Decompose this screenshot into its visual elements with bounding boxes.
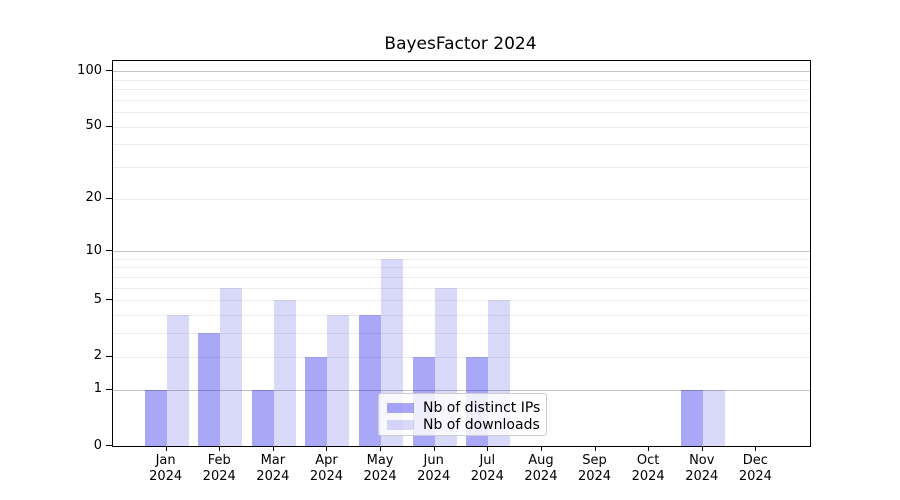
y-tick-label: 50	[85, 118, 102, 134]
gridline-minor	[113, 277, 810, 279]
gridline-minor	[113, 79, 810, 81]
bar-distinct-ips	[305, 356, 328, 446]
x-tick-label: Jul 2024	[470, 453, 504, 484]
legend-row: Nb of downloads	[387, 416, 540, 433]
x-tick-label: Sep 2024	[577, 453, 612, 484]
chart-title: BayesFactor 2024	[384, 34, 537, 54]
bar-downloads	[702, 389, 725, 446]
bar-distinct-ips	[198, 333, 221, 446]
bar-downloads	[327, 315, 350, 446]
gridline-minor	[113, 126, 810, 128]
x-tick-mark	[433, 446, 435, 451]
bar-distinct-ips	[359, 315, 382, 446]
y-tick-label: 0	[93, 437, 102, 453]
gridline-minor	[113, 144, 810, 146]
x-tick-mark	[165, 446, 167, 451]
x-tick-label: Apr 2024	[309, 453, 343, 484]
x-tick-mark	[594, 446, 596, 451]
gridline-minor	[113, 112, 810, 114]
y-tick-mark	[106, 125, 112, 127]
y-tick-mark	[106, 355, 112, 357]
legend: Nb of distinct IPs Nb of downloads	[378, 393, 547, 436]
y-tick-mark	[106, 197, 112, 199]
gridline-major	[113, 389, 810, 391]
x-tick-label: Feb 2024	[202, 453, 236, 484]
x-tick-label: Mar 2024	[256, 453, 290, 484]
y-tick-mark	[106, 299, 112, 301]
x-tick-mark	[219, 446, 221, 451]
x-tick-mark	[487, 446, 489, 451]
gridline-minor	[113, 300, 810, 302]
bar-distinct-ips	[144, 389, 167, 446]
gridline-minor	[113, 267, 810, 269]
bar-downloads	[166, 315, 189, 446]
legend-label-downloads: Nb of downloads	[423, 416, 540, 433]
x-tick-label: Jun 2024	[417, 453, 451, 484]
x-tick-mark	[755, 446, 757, 451]
gridline-minor	[113, 315, 810, 317]
x-tick-mark	[380, 446, 382, 451]
x-tick-label: May 2024	[363, 453, 397, 484]
bar-distinct-ips	[251, 389, 274, 446]
gridline-minor	[113, 167, 810, 169]
bar-downloads	[220, 287, 243, 446]
x-tick-mark	[701, 446, 703, 451]
bar-distinct-ips	[680, 389, 703, 446]
x-tick-label: Nov 2024	[685, 453, 719, 484]
y-tick-label: 100	[77, 62, 102, 78]
gridline-minor	[113, 99, 810, 101]
gridline-minor	[113, 333, 810, 335]
y-tick-label: 20	[85, 190, 102, 206]
y-tick-mark	[106, 70, 112, 72]
x-tick-label: Oct 2024	[631, 453, 665, 484]
gridline-minor	[113, 198, 810, 200]
y-tick-mark	[106, 388, 112, 390]
gridline-minor	[113, 88, 810, 90]
gridline-major	[113, 251, 810, 253]
gridline-minor	[113, 287, 810, 289]
bar-downloads	[273, 300, 296, 446]
x-tick-mark	[540, 446, 542, 451]
legend-swatch-downloads	[387, 419, 414, 430]
x-tick-label: Aug 2024	[524, 453, 558, 484]
legend-swatch-distinct-ips	[387, 402, 414, 413]
gridline-major	[113, 71, 810, 73]
y-tick-mark	[106, 250, 112, 252]
x-tick-label: Jan 2024	[149, 453, 183, 484]
y-tick-mark	[106, 445, 112, 446]
y-tick-label: 2	[93, 348, 102, 364]
gridline-minor	[113, 356, 810, 358]
legend-row: Nb of distinct IPs	[387, 399, 541, 416]
x-tick-mark	[272, 446, 274, 451]
gridline-minor	[113, 258, 810, 260]
y-tick-label: 5	[93, 291, 102, 307]
x-tick-mark	[648, 446, 650, 451]
plot-area	[112, 60, 811, 447]
x-tick-mark	[326, 446, 328, 451]
legend-label-distinct-ips: Nb of distinct IPs	[423, 399, 541, 416]
x-tick-label: Dec 2024	[738, 453, 772, 484]
y-tick-label: 10	[85, 242, 102, 258]
y-tick-label: 1	[93, 381, 102, 397]
